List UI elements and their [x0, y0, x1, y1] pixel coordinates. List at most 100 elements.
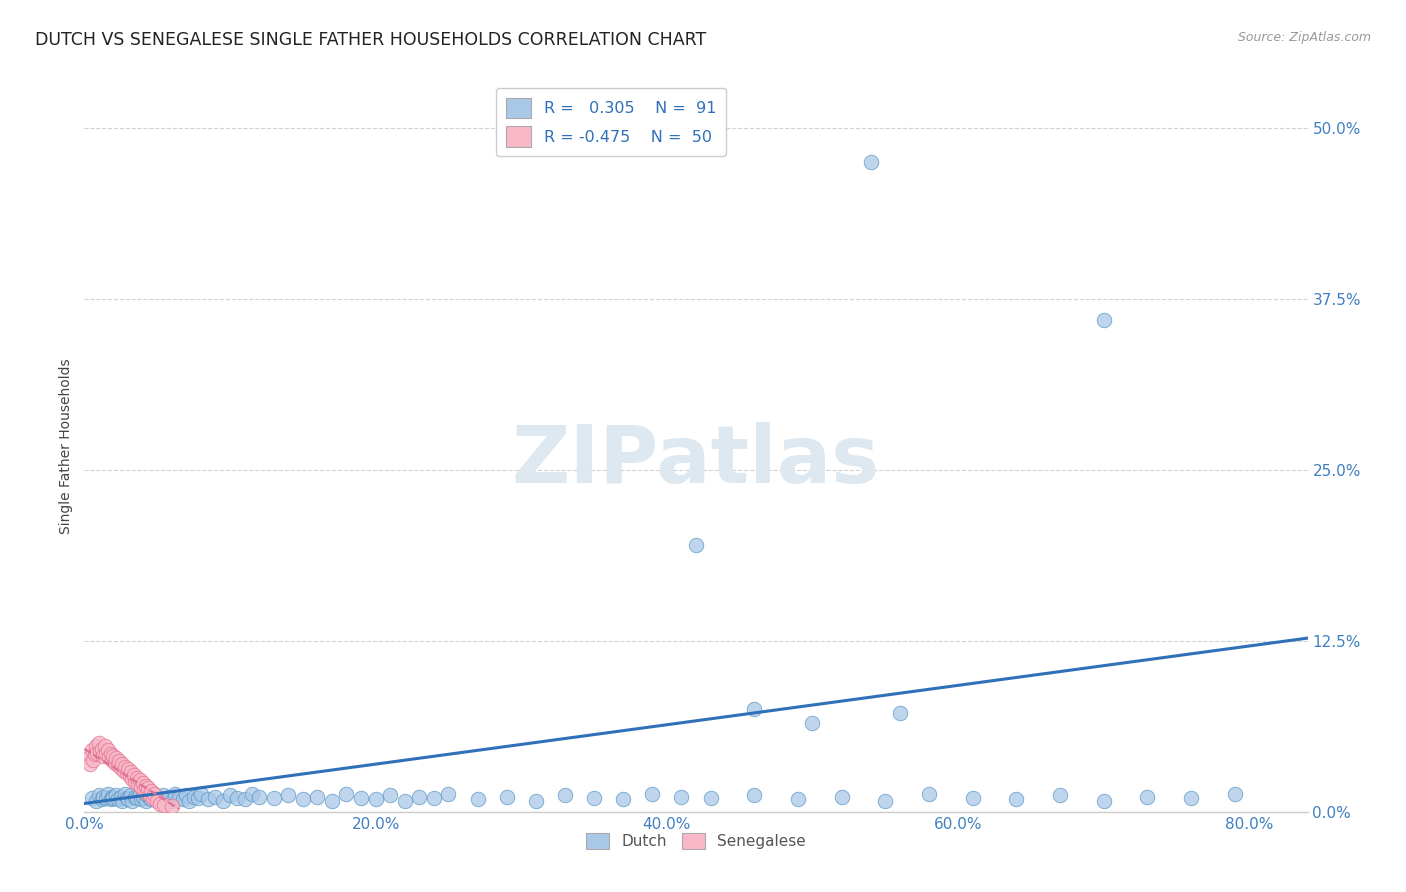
- Point: [115, 766, 138, 780]
- Point: [554, 789, 576, 803]
- Point: [96, 746, 118, 760]
- Point: [699, 791, 721, 805]
- Point: [179, 794, 201, 808]
- Point: [247, 789, 270, 804]
- Point: [350, 791, 373, 805]
- Point: [138, 781, 160, 796]
- Point: [139, 791, 162, 805]
- Point: [380, 789, 402, 803]
- Point: [90, 741, 112, 756]
- Point: [103, 791, 125, 805]
- Point: [408, 789, 430, 804]
- Point: [96, 791, 118, 805]
- Point: [77, 750, 100, 764]
- Point: [129, 792, 152, 806]
- Point: [132, 782, 155, 797]
- Point: [160, 799, 183, 814]
- Point: [183, 789, 205, 804]
- Point: [335, 787, 357, 801]
- Point: [84, 739, 107, 753]
- Point: [219, 789, 242, 803]
- Point: [423, 791, 446, 805]
- Point: [97, 787, 120, 801]
- Point: [277, 789, 299, 803]
- Point: [495, 789, 517, 804]
- Point: [742, 789, 765, 803]
- Point: [136, 786, 159, 800]
- Point: [467, 792, 489, 806]
- Point: [174, 789, 197, 803]
- Point: [233, 792, 256, 806]
- Text: DUTCH VS SENEGALESE SINGLE FATHER HOUSEHOLDS CORRELATION CHART: DUTCH VS SENEGALESE SINGLE FATHER HOUSEH…: [35, 31, 706, 49]
- Point: [1005, 792, 1028, 806]
- Point: [142, 791, 165, 805]
- Point: [160, 794, 183, 808]
- Point: [111, 794, 134, 808]
- Point: [167, 791, 190, 805]
- Point: [1049, 789, 1071, 803]
- Point: [98, 750, 121, 764]
- Point: [125, 791, 148, 805]
- Point: [742, 702, 765, 716]
- Point: [101, 789, 124, 804]
- Point: [80, 791, 103, 805]
- Point: [100, 747, 122, 762]
- Point: [80, 743, 103, 757]
- Point: [641, 787, 664, 801]
- Point: [187, 791, 209, 805]
- Point: [141, 784, 163, 798]
- Text: ZIPatlas: ZIPatlas: [512, 422, 880, 500]
- Point: [125, 771, 148, 785]
- Point: [153, 797, 176, 812]
- Point: [1136, 789, 1159, 804]
- Point: [155, 792, 177, 806]
- Point: [127, 777, 149, 791]
- Point: [437, 787, 460, 801]
- Point: [875, 794, 897, 808]
- Point: [91, 748, 114, 763]
- Point: [291, 792, 314, 806]
- Point: [112, 764, 135, 778]
- Point: [83, 747, 105, 762]
- Point: [211, 794, 233, 808]
- Point: [121, 772, 143, 786]
- Point: [120, 789, 142, 803]
- Point: [97, 743, 120, 757]
- Point: [685, 538, 707, 552]
- Point: [204, 789, 226, 804]
- Point: [307, 789, 329, 804]
- Point: [394, 794, 416, 808]
- Point: [128, 787, 150, 801]
- Point: [321, 794, 343, 808]
- Text: Source: ZipAtlas.com: Source: ZipAtlas.com: [1237, 31, 1371, 45]
- Point: [172, 792, 194, 806]
- Point: [105, 751, 128, 765]
- Point: [524, 794, 547, 808]
- Point: [918, 787, 941, 801]
- Y-axis label: Single Father Households: Single Father Households: [59, 359, 73, 533]
- Point: [135, 779, 157, 793]
- Point: [107, 792, 129, 806]
- Point: [143, 787, 166, 801]
- Point: [87, 736, 110, 750]
- Point: [962, 791, 984, 805]
- Point: [105, 789, 128, 803]
- Point: [146, 794, 169, 808]
- Point: [190, 787, 212, 801]
- Point: [149, 797, 172, 811]
- Point: [128, 773, 150, 788]
- Point: [100, 792, 122, 806]
- Point: [114, 787, 136, 801]
- Point: [108, 754, 131, 768]
- Point: [115, 791, 138, 805]
- Legend: Dutch, Senegalese: Dutch, Senegalese: [579, 826, 813, 855]
- Point: [143, 787, 166, 801]
- Point: [136, 789, 159, 803]
- Point: [226, 791, 249, 805]
- Point: [101, 753, 124, 767]
- Point: [103, 748, 125, 763]
- Point: [93, 739, 115, 753]
- Point: [131, 776, 153, 790]
- Point: [89, 745, 111, 759]
- Point: [146, 789, 169, 804]
